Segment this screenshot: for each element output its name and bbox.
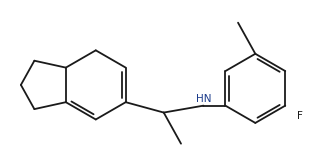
- Text: HN: HN: [196, 94, 211, 104]
- Text: F: F: [297, 111, 303, 121]
